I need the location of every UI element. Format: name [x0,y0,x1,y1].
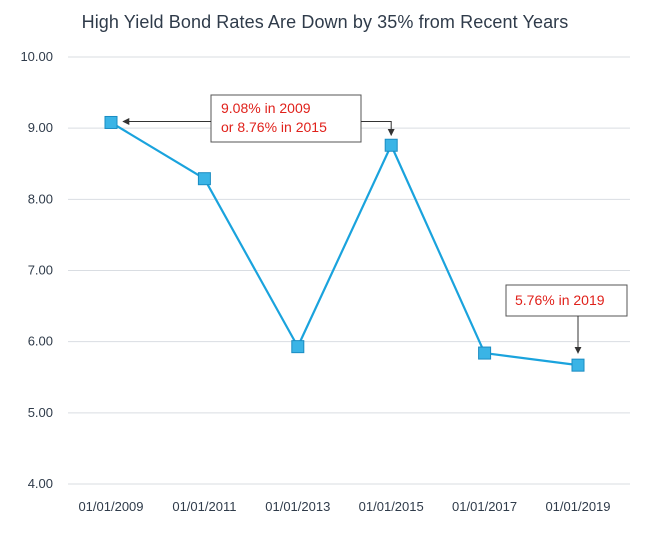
x-tick-label: 01/01/2017 [452,499,517,514]
y-tick-label: 10.00 [20,49,53,64]
data-point-marker [291,340,305,354]
y-tick-label: 9.00 [28,120,53,135]
annotation-arrow [361,120,395,136]
y-tick-label: 7.00 [28,263,53,278]
data-point-marker [104,115,118,129]
annotation-box [210,94,362,143]
data-point-marker [197,172,211,186]
x-tick-label: 01/01/2011 [172,499,236,514]
chart-title: High Yield Bond Rates Are Down by 35% fr… [81,12,569,32]
y-tick-label: 6.00 [28,334,53,349]
data-point-marker [384,138,398,152]
annotation-text: 9.08% in 2009 [221,100,311,116]
x-tick-label: 01/01/2019 [545,499,610,514]
x-tick-label: 01/01/2009 [78,499,143,514]
y-tick-label: 4.00 [28,476,53,491]
x-tick-label: 01/01/2015 [359,499,424,514]
y-tick-label: 8.00 [28,191,53,206]
annotation-text: 5.76% in 2019 [515,292,605,308]
x-tick-label: 01/01/2013 [265,499,330,514]
series-line [110,121,579,367]
y-tick-label: 5.00 [28,405,53,420]
data-point-marker [478,346,492,360]
annotation-text: or 8.76% in 2015 [221,119,327,135]
data-point-marker [571,358,585,372]
annotation-box [505,284,628,317]
